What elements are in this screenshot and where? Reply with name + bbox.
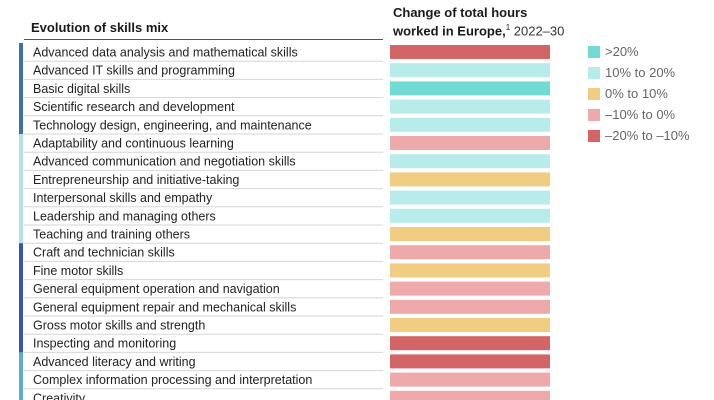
skill-label: Advanced IT skills and programming [33, 64, 235, 78]
legend-label: 10% to 20% [605, 65, 676, 80]
header-right-years: 2022–30 [513, 23, 565, 39]
footnote-marker: 1 [505, 23, 511, 32]
skill-label: Scientific research and development [33, 100, 235, 114]
legend-swatch [588, 88, 600, 100]
skill-label: Advanced communication and negotiation s… [33, 155, 296, 169]
change-bar [390, 336, 550, 351]
change-bar [390, 63, 550, 78]
header-right-line2: worked in Europe,1 2022–30 [393, 20, 564, 38]
change-bar [390, 172, 550, 187]
skill-label: Adaptability and continuous learning [33, 137, 234, 151]
change-bar [390, 299, 550, 314]
skill-label: Inspecting and monitoring [33, 337, 176, 351]
change-bar [390, 136, 550, 150]
change-bar [390, 154, 550, 169]
skill-label: Creativity [33, 391, 86, 400]
legend-swatch [588, 46, 600, 58]
skill-label: General equipment operation and navigati… [33, 282, 280, 296]
change-bar [390, 208, 550, 223]
skill-label: Teaching and training others [33, 228, 190, 242]
change-bar [390, 45, 550, 59]
skill-label: Technology design, engineering, and main… [33, 118, 312, 132]
header-right-line1: Change of total hours [393, 5, 528, 20]
legend-swatch [588, 130, 600, 142]
change-bar [390, 190, 550, 205]
group-accent-bar [19, 134, 23, 244]
group-accent-bar [19, 352, 23, 400]
change-bar [390, 354, 550, 369]
change-bar [390, 263, 550, 278]
header-right-line2-text: worked in Europe, [393, 23, 506, 39]
header-divider [24, 39, 383, 40]
legend-label: >20% [605, 44, 639, 59]
change-bar [390, 245, 550, 260]
change-bar [390, 81, 550, 96]
legend-swatch [588, 67, 600, 79]
change-bar [390, 99, 550, 114]
chart-header-right: Change of total hours worked in Europe,1… [393, 5, 564, 38]
skill-label: Advanced data analysis and mathematical … [33, 46, 298, 60]
change-bar [390, 117, 550, 132]
group-accent-bar [19, 43, 23, 134]
skill-label: Entrepreneurship and initiative-taking [33, 173, 239, 187]
change-bar [390, 281, 550, 296]
change-bar [390, 318, 550, 332]
skill-label: Craft and technician skills [33, 246, 175, 260]
legend-label: 0% to 10% [605, 86, 668, 101]
skill-label: Fine motor skills [33, 264, 123, 278]
skill-label: General equipment repair and mechanical … [33, 300, 296, 314]
skill-label: Leadership and managing others [33, 209, 216, 223]
skill-label: Basic digital skills [33, 82, 130, 96]
change-bar [390, 227, 550, 241]
skill-label: Gross motor skills and strength [33, 319, 205, 333]
skill-label: Interpersonal skills and empathy [33, 191, 213, 205]
skill-label: Advanced literacy and writing [33, 355, 196, 369]
chart-header-left: Evolution of skills mix [31, 20, 169, 35]
group-accent-bar [19, 243, 23, 353]
change-bar [390, 372, 550, 387]
change-bar [390, 390, 550, 400]
legend-swatch [588, 109, 600, 121]
skill-label: Complex information processing and inter… [33, 373, 312, 387]
legend-label: –20% to –10% [605, 128, 690, 143]
legend-label: –10% to 0% [605, 107, 676, 122]
